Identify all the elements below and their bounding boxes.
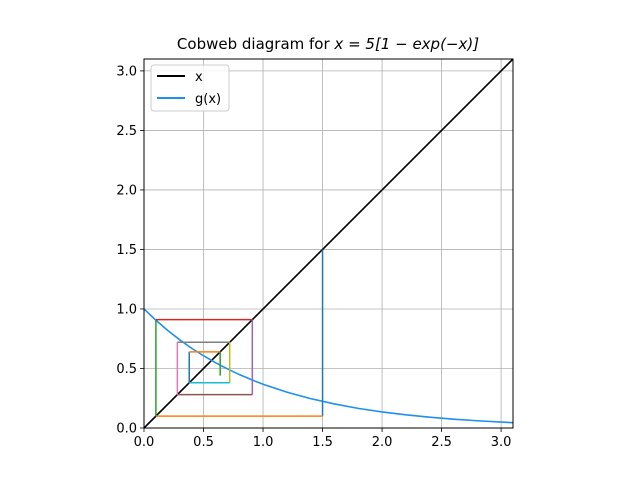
x-tick-label: 0.0 — [134, 435, 155, 450]
plot-frame — [143, 58, 514, 429]
series-line-x — [143, 58, 514, 429]
y-tick-label: 0.5 — [116, 362, 137, 377]
legend-label-g: g(x) — [195, 92, 221, 107]
x-tick-label: 1.0 — [253, 435, 274, 450]
cobweb-layer — [155, 249, 324, 417]
series-line-gx — [143, 308, 514, 424]
y-tick-label: 2.0 — [116, 183, 137, 198]
x-tick-label: 0.5 — [193, 435, 214, 450]
x-tick-label: 3.0 — [491, 435, 512, 450]
y-tick-label: 0.0 — [116, 422, 137, 437]
y-tick-label: 1.0 — [116, 302, 137, 317]
x-tick-label: 1.5 — [312, 435, 333, 450]
x-tick-label: 2.5 — [431, 435, 452, 450]
x-tick-label: 2.0 — [372, 435, 393, 450]
chart-title: Cobweb diagram for x = 5[1 − exp(−x)] — [177, 35, 479, 53]
legend: x g(x) — [150, 64, 230, 112]
series-layer — [143, 58, 514, 429]
grid — [143, 59, 513, 429]
legend-label-x: x — [195, 70, 203, 85]
y-tick-label: 1.5 — [116, 243, 137, 258]
chart-title-lead: Cobweb diagram for — [177, 35, 335, 53]
y-tick-label: 2.5 — [116, 124, 137, 139]
chart-title-math: x = 5[1 − exp(−x)] — [333, 35, 479, 53]
y-tick-label: 3.0 — [116, 64, 137, 79]
axis-ticks: 0.0 0.5 1.0 1.5 2.0 2.5 3.0 0.0 0.5 1.0 1.5 2.0 2.5 3… — [116, 64, 511, 450]
